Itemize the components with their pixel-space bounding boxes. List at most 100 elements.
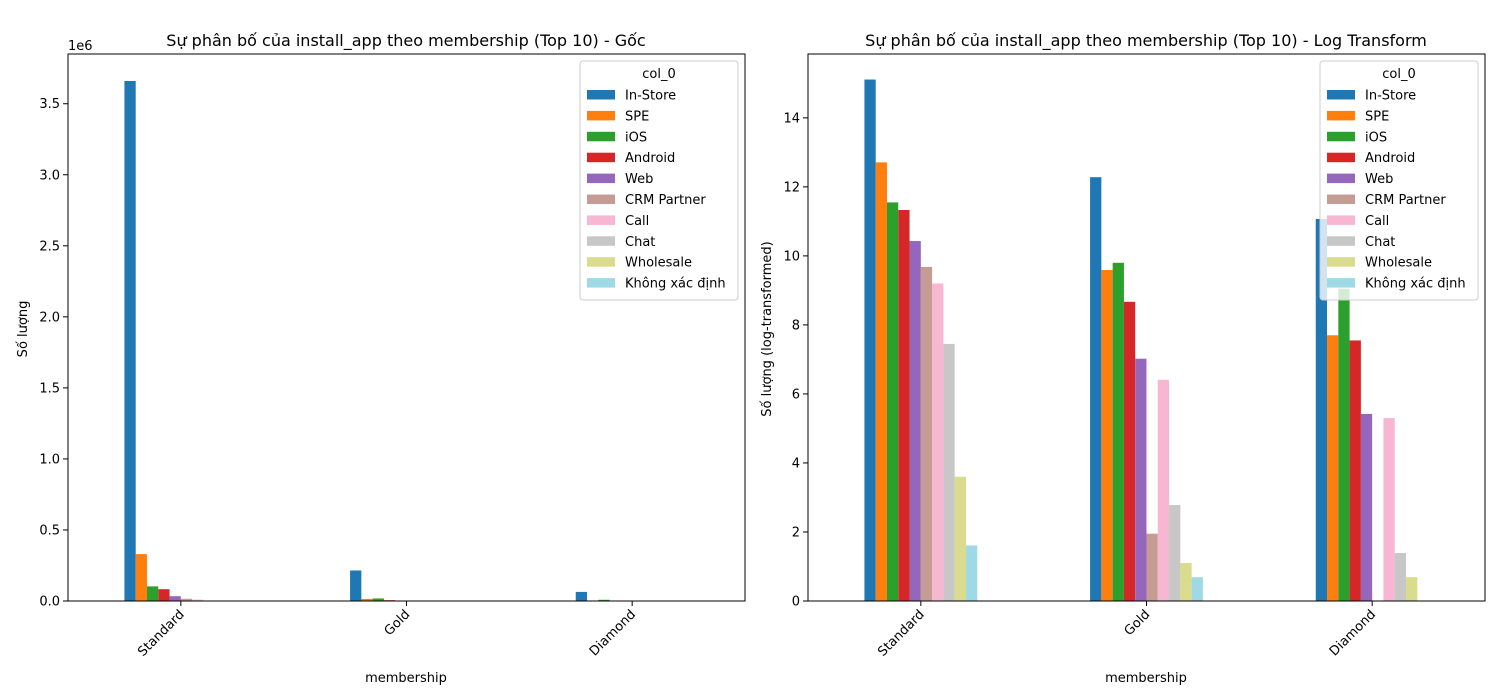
legend-swatch xyxy=(1327,194,1355,204)
bar-spe-gold xyxy=(1101,270,1113,601)
bar-android-standard xyxy=(158,589,170,601)
y-scale-label: 1e6 xyxy=(68,39,93,54)
bar-kh-ng-x-c-nh-gold xyxy=(1191,577,1203,601)
x-ticks: Standard Gold Diamond xyxy=(875,601,1379,660)
legend-title: col_0 xyxy=(1382,67,1415,82)
legend-label: Chat xyxy=(625,235,655,250)
legend-items: In-Store SPE iOS Android Web CRM Partner Call C… xyxy=(1327,89,1466,292)
bar-call-standard xyxy=(192,599,204,601)
legend-swatch xyxy=(1327,173,1355,184)
legend-swatch xyxy=(587,236,615,246)
legend: col_0 In-Store SPE iOS Android Web CRM Partne… xyxy=(1319,60,1479,301)
bar-chat-gold xyxy=(1169,505,1181,601)
bar-in-store-standard xyxy=(124,80,136,602)
bar-spe-diamond xyxy=(1327,335,1339,601)
bar-wholesale-gold xyxy=(1180,563,1192,601)
x-tick-label: Gold xyxy=(1122,607,1154,639)
legend-label: SPE xyxy=(1365,109,1389,124)
bar-crm-partner-standard xyxy=(180,598,193,601)
bar-ios-gold xyxy=(1112,262,1124,601)
bar-web-diamond xyxy=(1360,413,1373,601)
bar-wholesale-diamond xyxy=(1406,577,1418,601)
legend-label: Không xác định xyxy=(625,277,726,292)
bar-spe-standard xyxy=(875,162,887,602)
y-tick-label: 14 xyxy=(783,111,800,126)
legend-box xyxy=(579,60,739,301)
bar-in-store-diamond xyxy=(575,591,588,601)
legend-swatch xyxy=(1327,152,1355,163)
bar-spe-standard xyxy=(135,554,147,601)
legend-label: Call xyxy=(1365,214,1389,229)
bar-chat-diamond xyxy=(1394,553,1407,601)
bar-in-store-standard xyxy=(864,79,876,602)
bars-layer xyxy=(864,79,1418,602)
legend-label: Call xyxy=(625,214,649,229)
chart-title: Sự phân bố của install_app theo membersh… xyxy=(865,31,1427,51)
y-tick-label: 2.0 xyxy=(39,310,60,325)
legend-label: CRM Partner xyxy=(625,193,706,208)
legend-label: iOS xyxy=(625,130,647,145)
legend-swatch xyxy=(1327,278,1355,288)
legend-label: Android xyxy=(625,151,675,166)
legend-label: Chat xyxy=(1365,235,1395,250)
y-tick-label: 2 xyxy=(792,525,800,540)
legend-items: In-Store SPE iOS Android Web CRM Partner Call C… xyxy=(587,89,726,292)
legend-swatch xyxy=(587,90,615,100)
bar-crm-partner-standard xyxy=(920,266,933,601)
x-tick-label: Gold xyxy=(382,607,414,639)
bar-chat-standard xyxy=(943,343,955,601)
bar-web-standard xyxy=(169,596,181,601)
y-tick-label: 1.5 xyxy=(39,381,60,396)
legend-label: Web xyxy=(1365,172,1393,187)
x-tick-label: Diamond xyxy=(1327,607,1379,659)
y-tick-label: 10 xyxy=(783,249,800,264)
y-ticks: 0 2 4 6 8 10 12 14 xyxy=(783,111,808,610)
y-tick-label: 4 xyxy=(792,456,800,471)
legend-swatch xyxy=(587,194,615,204)
bar-ios-standard xyxy=(146,586,159,601)
bar-web-gold xyxy=(1135,358,1147,601)
chart-log-transform: Sự phân bố của install_app theo membersh… xyxy=(760,31,1486,686)
x-tick-label: Standard xyxy=(135,607,187,659)
bar-call-diamond xyxy=(1383,418,1395,601)
bar-crm-partner-gold xyxy=(1146,533,1158,601)
bar-android-gold xyxy=(1123,301,1136,601)
bar-ios-diamond xyxy=(1338,288,1350,601)
legend-swatch xyxy=(1327,110,1355,121)
legend-swatch xyxy=(587,278,615,288)
legend-swatch xyxy=(1327,236,1355,246)
legend-label: Web xyxy=(625,172,653,187)
legend-label: In-Store xyxy=(625,89,676,104)
y-tick-label: 12 xyxy=(783,180,800,195)
bar-ios-gold xyxy=(372,598,384,601)
x-tick-label: Standard xyxy=(875,607,927,659)
legend-swatch xyxy=(587,173,615,184)
y-tick-label: 0.5 xyxy=(39,523,60,538)
bar-android-diamond xyxy=(1349,340,1361,601)
legend-label: SPE xyxy=(625,109,649,124)
y-tick-label: 1.0 xyxy=(39,452,60,467)
bar-wholesale-standard xyxy=(954,476,966,601)
legend-swatch xyxy=(1327,215,1355,225)
plot-frame xyxy=(807,53,1486,602)
bar-ios-diamond xyxy=(598,599,610,601)
x-axis-label: membership xyxy=(365,671,447,686)
bar-in-store-gold xyxy=(350,570,362,601)
legend-title: col_0 xyxy=(642,67,675,82)
bars-layer xyxy=(124,80,655,602)
legend-swatch xyxy=(587,110,615,121)
legend-label: iOS xyxy=(1365,130,1387,145)
y-tick-label: 2.5 xyxy=(39,239,60,254)
y-tick-label: 0 xyxy=(792,595,800,610)
bar-ios-standard xyxy=(886,202,899,601)
plot-frame xyxy=(67,53,746,602)
bar-in-store-diamond xyxy=(1315,218,1328,601)
bar-in-store-gold xyxy=(1090,177,1102,601)
legend-swatch xyxy=(587,257,615,267)
y-tick-label: 0.0 xyxy=(39,595,60,610)
legend-box xyxy=(1319,60,1479,301)
legend: col_0 In-Store SPE iOS Android Web CRM Partne… xyxy=(579,60,739,301)
legend-label: Wholesale xyxy=(1365,256,1432,271)
legend-swatch xyxy=(1327,90,1355,100)
